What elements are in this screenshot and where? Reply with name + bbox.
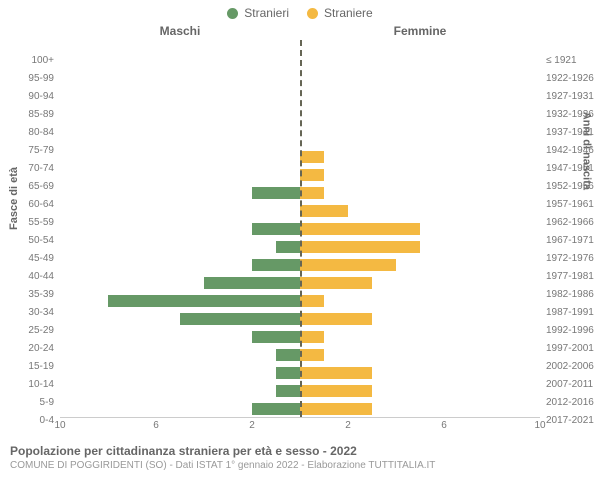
y-tick-age: 5-9: [40, 394, 54, 412]
y-tick-age: 30-34: [28, 304, 54, 322]
plot-area: [60, 40, 540, 418]
bar-male: [252, 403, 300, 415]
bar-male: [276, 349, 300, 361]
y-tick-age: 75-79: [28, 142, 54, 160]
y-tick-birth: 1962-1966: [546, 214, 594, 232]
bar-female: [300, 259, 396, 271]
y-tick-birth: 1982-1986: [546, 286, 594, 304]
caption-subtitle: COMUNE DI POGGIRIDENTI (SO) - Dati ISTAT…: [10, 458, 590, 471]
y-tick-birth: 1977-1981: [546, 268, 594, 286]
y-tick-birth: 1967-1971: [546, 232, 594, 250]
bar-male: [180, 313, 300, 325]
bar-female: [300, 403, 372, 415]
y-tick-age: 100+: [31, 52, 54, 70]
y-tick-age: 25-29: [28, 322, 54, 340]
legend: Stranieri Straniere: [0, 0, 600, 20]
y-tick-age: 85-89: [28, 106, 54, 124]
y-tick-age: 80-84: [28, 124, 54, 142]
bar-female: [300, 205, 348, 217]
x-tick: 10: [54, 420, 65, 431]
y-tick-age: 95-99: [28, 70, 54, 88]
y-tick-age: 90-94: [28, 88, 54, 106]
bar-female: [300, 331, 324, 343]
bar-female: [300, 295, 324, 307]
legend-swatch-female: [307, 8, 318, 19]
bar-male: [252, 187, 300, 199]
y-tick-birth: 1942-1946: [546, 142, 594, 160]
bar-female: [300, 349, 324, 361]
bar-female: [300, 367, 372, 379]
bar-male: [252, 223, 300, 235]
bar-male: [276, 385, 300, 397]
y-tick-birth: 1947-1951: [546, 160, 594, 178]
x-tick: 6: [441, 420, 447, 431]
y-tick-birth: 1952-1956: [546, 178, 594, 196]
x-axis-ticks: 10622610: [60, 418, 540, 436]
caption: Popolazione per cittadinanza straniera p…: [0, 436, 600, 471]
y-tick-birth: 2012-2016: [546, 394, 594, 412]
bar-female: [300, 151, 324, 163]
y-tick-birth: 2007-2011: [546, 376, 593, 394]
x-tick: 2: [249, 420, 255, 431]
bar-male: [276, 241, 300, 253]
bar-female: [300, 169, 324, 181]
y-tick-age: 10-14: [28, 376, 54, 394]
bar-female: [300, 241, 420, 253]
bar-female: [300, 223, 420, 235]
y-axis-left: 100+95-9990-9485-8980-8475-7970-7465-696…: [0, 52, 60, 430]
legend-label-male: Stranieri: [244, 6, 289, 20]
y-tick-birth: ≤ 1921: [546, 52, 577, 70]
y-tick-age: 50-54: [28, 232, 54, 250]
y-tick-birth: 2002-2006: [546, 358, 594, 376]
y-tick-age: 70-74: [28, 160, 54, 178]
y-tick-birth: 1972-1976: [546, 250, 594, 268]
bar-male: [276, 367, 300, 379]
legend-item-male: Stranieri: [227, 6, 289, 20]
bar-male: [108, 295, 300, 307]
y-tick-age: 45-49: [28, 250, 54, 268]
y-tick-birth: 1957-1961: [546, 196, 594, 214]
bar-male: [252, 331, 300, 343]
y-tick-age: 15-19: [28, 358, 54, 376]
y-tick-age: 65-69: [28, 178, 54, 196]
y-tick-birth: 1997-2001: [546, 340, 594, 358]
bar-male: [252, 259, 300, 271]
bar-female: [300, 277, 372, 289]
y-tick-birth: 1927-1931: [546, 88, 594, 106]
column-titles: Maschi Femmine: [0, 20, 600, 40]
y-tick-birth: 1987-1991: [546, 304, 594, 322]
bar-female: [300, 385, 372, 397]
y-tick-age: 40-44: [28, 268, 54, 286]
y-tick-birth: 1937-1941: [546, 124, 594, 142]
column-title-male: Maschi: [0, 24, 300, 38]
y-tick-age: 0-4: [40, 412, 54, 430]
x-tick: 2: [345, 420, 351, 431]
caption-title: Popolazione per cittadinanza straniera p…: [10, 444, 590, 458]
population-pyramid-chart: Stranieri Straniere Maschi Femmine Fasce…: [0, 0, 600, 500]
y-tick-birth: 1992-1996: [546, 322, 594, 340]
column-title-female: Femmine: [300, 24, 600, 38]
x-tick: 10: [534, 420, 545, 431]
y-tick-age: 20-24: [28, 340, 54, 358]
legend-label-female: Straniere: [324, 6, 373, 20]
y-tick-age: 55-59: [28, 214, 54, 232]
y-tick-age: 35-39: [28, 286, 54, 304]
legend-item-female: Straniere: [307, 6, 373, 20]
x-tick: 6: [153, 420, 159, 431]
bar-female: [300, 313, 372, 325]
center-divider: [300, 40, 302, 417]
y-tick-birth: 2017-2021: [546, 412, 594, 430]
y-tick-birth: 1932-1936: [546, 106, 594, 124]
y-tick-birth: 1922-1926: [546, 70, 594, 88]
y-axis-right: ≤ 19211922-19261927-19311932-19361937-19…: [540, 52, 600, 430]
bar-female: [300, 187, 324, 199]
bar-male: [204, 277, 300, 289]
y-tick-age: 60-64: [28, 196, 54, 214]
legend-swatch-male: [227, 8, 238, 19]
